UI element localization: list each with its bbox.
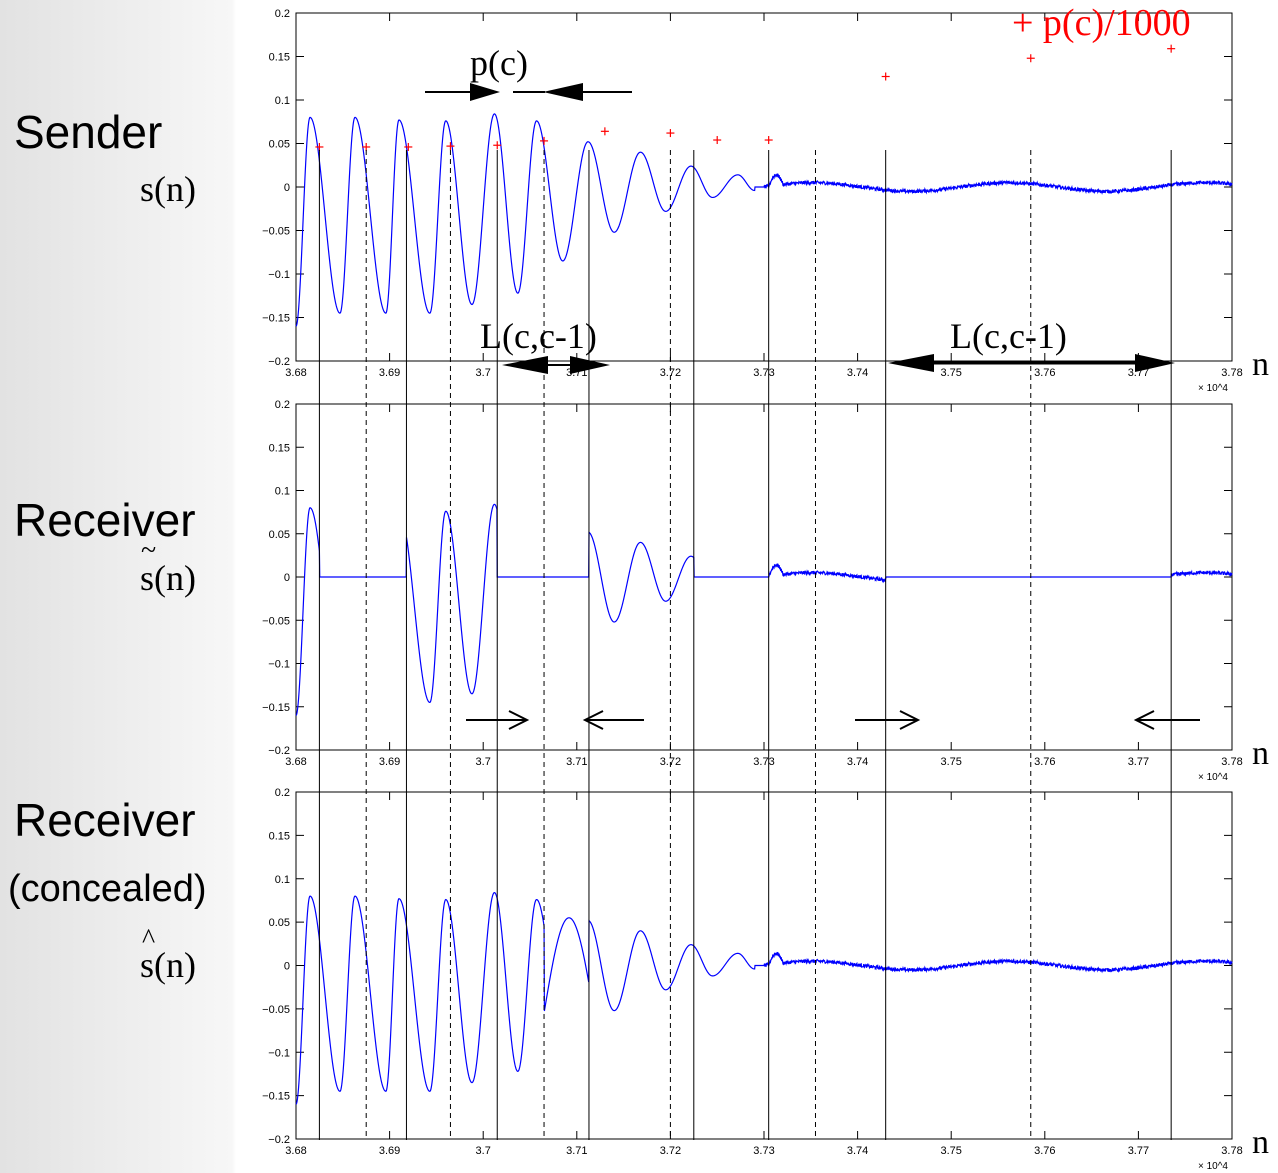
x-tick-label: 3.77 xyxy=(1128,756,1149,768)
x-tick-label: 3.74 xyxy=(847,367,868,379)
y-tick-label: −0.05 xyxy=(262,1004,290,1016)
concealed-label: (concealed) xyxy=(8,868,207,910)
x-tick-label: 3.78 xyxy=(1221,367,1242,379)
concealed-symbol: ^ s(n) xyxy=(140,924,196,986)
x-tick-label: 3.75 xyxy=(940,756,961,768)
waveform-line xyxy=(295,503,1233,716)
x-tick-label: 3.71 xyxy=(566,756,587,768)
receiver-arrow-3-head xyxy=(899,710,921,730)
waveform-line xyxy=(295,113,1233,327)
y-tick-label: 0.15 xyxy=(269,52,290,64)
x-scale-note: × 10^4 xyxy=(1198,772,1228,783)
y-tick-label: −0.1 xyxy=(268,1047,290,1059)
receiver-symbol-text: s(n) xyxy=(140,558,196,598)
y-tick-label: 0.2 xyxy=(275,399,290,411)
y-tick-label: 0 xyxy=(284,182,290,194)
segment-arrow-2-right-head xyxy=(1135,354,1175,372)
x-tick-label: 3.74 xyxy=(847,756,868,768)
x-tick-label: 3.73 xyxy=(753,756,774,768)
x-tick-label: 3.68 xyxy=(285,367,306,379)
y-tick-label: 0.2 xyxy=(275,787,290,799)
x-axis-label: n xyxy=(1252,735,1269,772)
x-tick-label: 3.76 xyxy=(1034,1145,1055,1157)
y-tick-label: 0.05 xyxy=(269,529,290,541)
segment-arrow-1-left-head xyxy=(502,356,548,374)
x-tick-label: 3.72 xyxy=(660,1145,681,1157)
x-tick-label: 3.69 xyxy=(379,1145,400,1157)
x-axis-label: n xyxy=(1252,1124,1269,1161)
sender-symbol: s(n) xyxy=(140,169,196,209)
receiver-label: Receiver xyxy=(14,494,196,546)
receiver-arrow-2-head xyxy=(582,710,604,730)
marker-lines xyxy=(318,150,1172,1140)
x-tick-label: 3.73 xyxy=(753,1145,774,1157)
x-tick-label: 3.7 xyxy=(476,756,491,768)
y-tick-label: 0.05 xyxy=(269,139,290,151)
receiver-concealed-label: Receiver xyxy=(14,794,196,846)
x-axis-label: n xyxy=(1252,346,1269,383)
x-tick-label: 3.68 xyxy=(285,1145,306,1157)
x-tick-label: 3.7 xyxy=(476,1145,491,1157)
y-tick-label: 0.1 xyxy=(275,486,290,498)
sender-label: Sender xyxy=(14,106,163,158)
y-tick-label: −0.15 xyxy=(262,313,290,325)
receiver-panel: 0.2 0.15 0.1 0.05 0 −0.05 −0.1 −0.15 −0.23.68 3.6… xyxy=(262,399,1269,783)
y-tick-label: 0.1 xyxy=(275,95,290,107)
receiver-arrow-1-head xyxy=(508,710,530,730)
x-tick-label: 3.68 xyxy=(285,756,306,768)
annotations: p(c) + p(c)/1000 L(c,c-1) L(c,c-1) xyxy=(425,2,1200,730)
receiver-symbol: ~ s(n) xyxy=(140,535,196,599)
y-tick-label: −0.05 xyxy=(262,615,290,627)
y-tick-label: −0.1 xyxy=(268,659,290,671)
y-tick-label: −0.05 xyxy=(262,226,290,238)
y-tick-label: 0.2 xyxy=(275,8,290,20)
x-scale-note: × 10^4 xyxy=(1198,383,1228,394)
legend-label: + p(c)/1000 xyxy=(1012,2,1191,44)
hat-mark: ^ xyxy=(142,924,156,955)
x-scale-note: × 10^4 xyxy=(1198,1161,1228,1172)
x-tick-label: 3.76 xyxy=(1034,367,1055,379)
pitch-arrow-right-head xyxy=(543,83,583,101)
y-tick-label: 0.15 xyxy=(269,830,290,842)
x-tick-label: 3.74 xyxy=(847,1145,868,1157)
waveform-line xyxy=(295,892,1233,1105)
x-tick-label: 3.76 xyxy=(1034,756,1055,768)
y-tick-label: −0.15 xyxy=(262,1091,290,1103)
y-tick-label: −0.2 xyxy=(268,745,290,757)
x-tick-label: 3.75 xyxy=(940,1145,961,1157)
x-tick-label: 3.69 xyxy=(379,756,400,768)
y-tick-label: 0 xyxy=(284,961,290,973)
y-tick-label: 0.15 xyxy=(269,442,290,454)
receiver-arrow-4-head xyxy=(1133,710,1155,730)
x-tick-label: 3.72 xyxy=(660,367,681,379)
segment-arrow-2-left-head xyxy=(888,354,934,372)
pitch-label: p(c) xyxy=(470,43,528,83)
segment-label-2: L(c,c-1) xyxy=(950,316,1067,356)
pitch-arrow-left-head xyxy=(470,83,500,101)
x-tick-label: 3.78 xyxy=(1221,1145,1242,1157)
segment-arrow-1-right-head xyxy=(570,356,610,374)
concealed-panel: 0.2 0.15 0.1 0.05 0 −0.05 −0.1 −0.15 −0.23.68 3.6… xyxy=(262,787,1269,1172)
x-tick-label: 3.7 xyxy=(476,367,491,379)
y-tick-label: −0.2 xyxy=(268,356,290,368)
y-tick-label: 0.1 xyxy=(275,874,290,886)
x-tick-label: 3.77 xyxy=(1128,1145,1149,1157)
y-tick-label: 0 xyxy=(284,572,290,584)
y-tick-label: −0.1 xyxy=(268,269,290,281)
sender-panel: 0.2 0.15 0.1 0.05 0 −0.05 −0.1 −0.15 −0.23.68 3.6… xyxy=(262,8,1269,394)
x-tick-label: 3.73 xyxy=(753,367,774,379)
concealed-symbol-text: s(n) xyxy=(140,945,196,985)
y-tick-label: 0.05 xyxy=(269,917,290,929)
y-tick-label: −0.2 xyxy=(268,1134,290,1146)
x-tick-label: 3.71 xyxy=(566,1145,587,1157)
tilde-mark: ~ xyxy=(141,535,157,566)
segment-label-1: L(c,c-1) xyxy=(480,316,597,356)
x-tick-label: 3.75 xyxy=(940,367,961,379)
x-tick-label: 3.78 xyxy=(1221,756,1242,768)
x-tick-label: 3.69 xyxy=(379,367,400,379)
y-tick-label: −0.15 xyxy=(262,702,290,714)
